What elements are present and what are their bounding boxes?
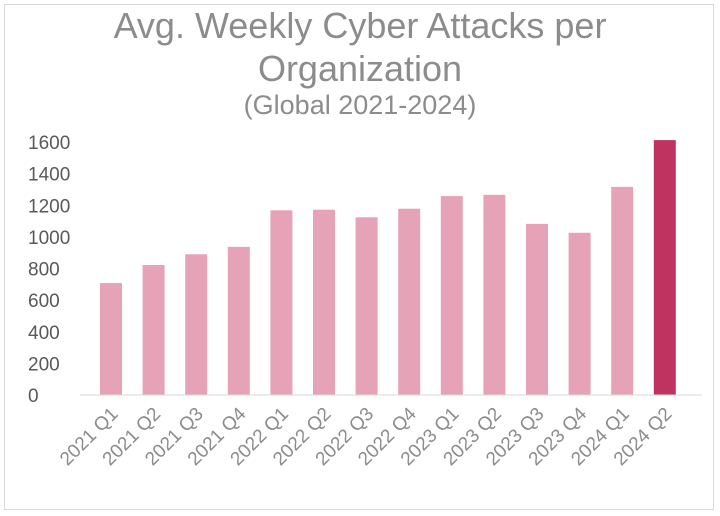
y-tick-label: 1000: [28, 228, 70, 249]
bar: [227, 246, 250, 395]
bar: [483, 194, 506, 395]
y-tick-label: 200: [28, 354, 60, 375]
bar: [653, 140, 676, 395]
bar: [355, 217, 378, 395]
bar: [100, 283, 122, 395]
y-tick-label: 1200: [28, 196, 70, 217]
y-tick-label: 0: [28, 386, 39, 407]
bar: [270, 210, 293, 395]
bar: [611, 186, 634, 395]
chart-title-line1: Avg. Weekly Cyber Attacks per: [113, 5, 607, 46]
y-tick-label: 1400: [28, 165, 70, 186]
bar: [313, 209, 335, 395]
bar: [440, 196, 463, 395]
chart-subtitle: (Global 2021-2024): [243, 90, 477, 120]
bar: [185, 254, 208, 395]
chart-title-line2: Organization: [257, 48, 463, 89]
y-tick-label: 1600: [28, 133, 70, 154]
bar: [142, 265, 165, 395]
y-tick-label: 600: [28, 291, 60, 312]
y-tick-label: 400: [28, 323, 60, 344]
y-tick-label: 800: [28, 260, 60, 281]
bar: [526, 223, 548, 395]
bar: [398, 208, 421, 395]
bar: [568, 232, 591, 395]
